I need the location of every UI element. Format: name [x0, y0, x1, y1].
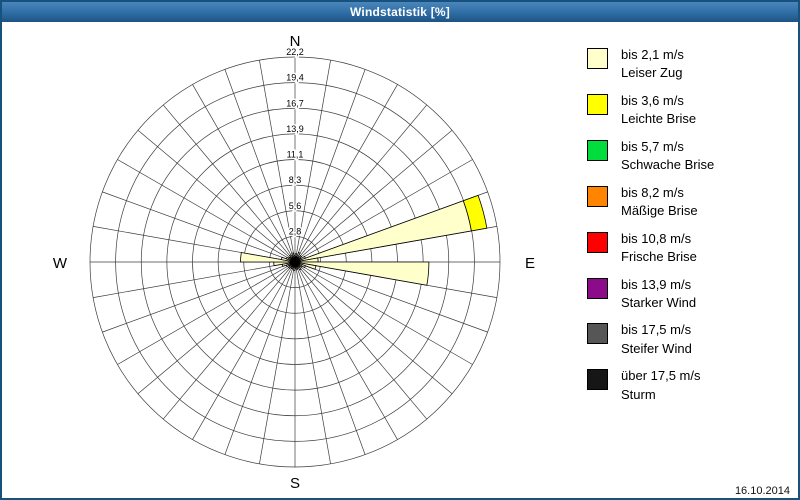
legend-item: bis 17,5 m/s Steifer Wind — [587, 321, 714, 358]
legend-item: bis 10,8 m/s Frische Brise — [587, 230, 714, 267]
date-label: 16.10.2014 — [734, 485, 790, 497]
svg-text:8,3: 8,3 — [289, 175, 302, 185]
legend-label: bis 10,8 m/s Frische Brise — [621, 230, 697, 265]
legend-swatch — [587, 93, 608, 115]
legend: bis 2,1 m/s Leiser Zug bis 3,6 m/s Leichte … — [587, 46, 714, 413]
svg-text:19,4: 19,4 — [286, 73, 304, 83]
svg-text:11,1: 11,1 — [287, 150, 304, 160]
legend-item: über 17,5 m/s Sturm — [587, 367, 714, 404]
legend-label: bis 3,6 m/s Leichte Brise — [621, 92, 697, 127]
title-bar: Windstatistik [%] — [2, 2, 798, 22]
chart-area: 2,8 5,6 8,3 11,1 13,9 16,7 19,4 22,2 N E S W bis 2,… — [2, 22, 798, 498]
legend-label: bis 2,1 m/s Leiser Zug — [621, 47, 684, 81]
legend-label: bis 17,5 m/s Steifer Wind — [621, 322, 692, 356]
compass-label-e: E — [525, 255, 535, 272]
legend-swatch — [587, 48, 608, 69]
window-title: Windstatistik [%] — [350, 5, 450, 19]
legend-item: bis 2,1 m/s Leiser Zug — [587, 46, 714, 83]
svg-text:22,2: 22,2 — [286, 47, 304, 57]
legend-swatch — [587, 185, 608, 207]
legend-item: bis 5,7 m/s Schwache Brise — [587, 138, 714, 175]
legend-label: bis 8,2 m/s Mäßige Brise — [621, 184, 698, 219]
svg-text:13,9: 13,9 — [286, 124, 304, 134]
compass-label-w: W — [53, 255, 68, 272]
svg-text:5,6: 5,6 — [289, 201, 302, 211]
svg-text:2,8: 2,8 — [289, 226, 302, 236]
legend-item: bis 13,9 m/s Starker Wind — [587, 276, 714, 313]
compass-label-n: N — [290, 33, 301, 50]
legend-swatch — [587, 277, 608, 299]
legend-swatch — [587, 231, 608, 253]
legend-label: über 17,5 m/s Sturm — [621, 368, 701, 402]
legend-swatch — [587, 369, 608, 391]
petals — [240, 194, 488, 286]
legend-item: bis 8,2 m/s Mäßige Brise — [587, 184, 714, 221]
legend-item: bis 3,6 m/s Leichte Brise — [587, 92, 714, 129]
legend-swatch — [587, 323, 608, 345]
compass-label-s: S — [290, 475, 300, 492]
wind-rose-chart: 2,8 5,6 8,3 11,1 13,9 16,7 19,4 22,2N E S W — [53, 33, 535, 492]
svg-text:16,7: 16,7 — [286, 98, 304, 108]
compass-labels: N E S W — [53, 33, 535, 492]
legend-label: bis 13,9 m/s Starker Wind — [621, 276, 697, 310]
legend-label: bis 5,7 m/s Schwache Brise — [621, 138, 715, 173]
legend-swatch — [587, 139, 608, 161]
ring-labels: 2,8 5,6 8,3 11,1 13,9 16,7 19,4 22,2 — [285, 46, 306, 238]
